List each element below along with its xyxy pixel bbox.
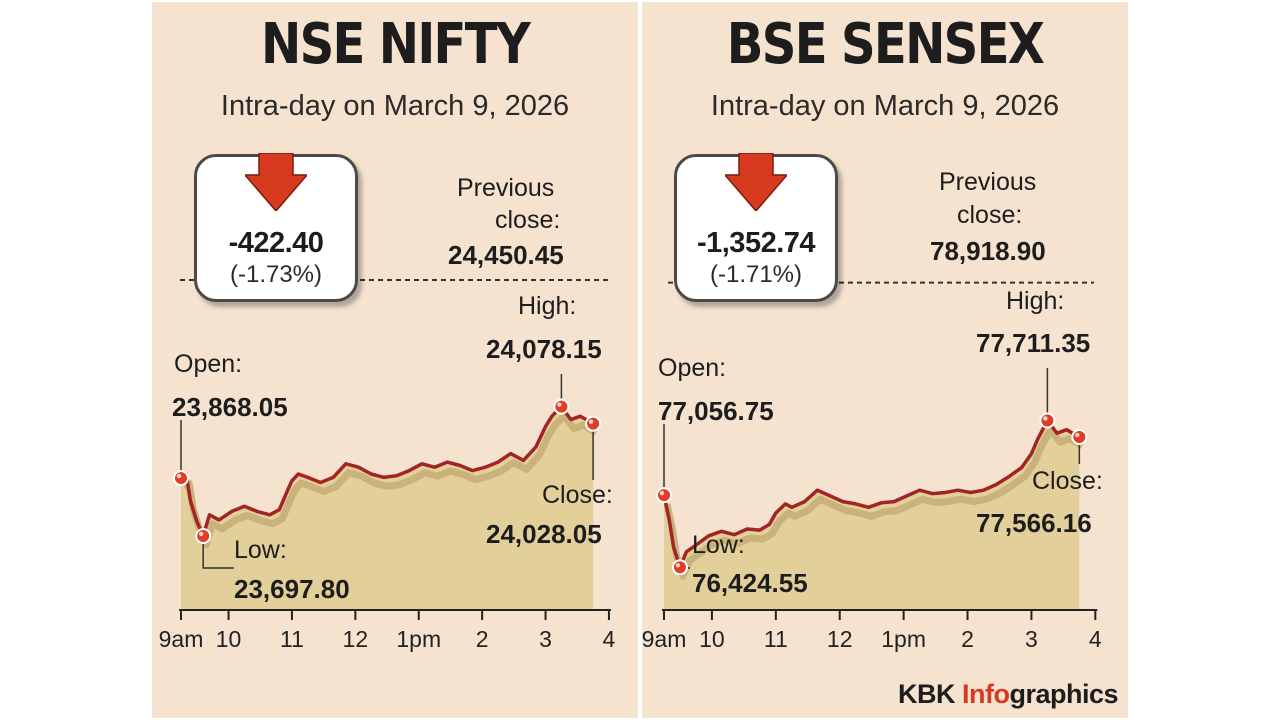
low-value: 23,697.80 bbox=[234, 574, 350, 604]
high-label: High: bbox=[518, 292, 577, 320]
sensex-chart: 9am 10 11 12 1pm 2 3 4 bbox=[642, 281, 1102, 652]
chart-subtitle: Intra-day on March 9, 2026 bbox=[220, 90, 570, 122]
open-label: Open: bbox=[658, 354, 727, 382]
open-marker-highlight bbox=[659, 490, 665, 496]
previous-close-label-2: close: bbox=[495, 206, 561, 234]
line-shadow bbox=[663, 425, 1085, 580]
x-tick-label: 4 bbox=[603, 626, 616, 652]
nifty-panel: NSE NIFTY Intra-day on March 9, 2026 9am… bbox=[152, 2, 638, 718]
close-marker bbox=[585, 415, 602, 432]
open-value: 23,868.05 bbox=[172, 392, 288, 422]
close-marker-highlight bbox=[1075, 432, 1080, 438]
high-marker-highlight bbox=[557, 402, 562, 407]
previous-close-label-1: Previous bbox=[939, 168, 1037, 196]
low-marker bbox=[195, 527, 212, 544]
low-marker-highlight bbox=[198, 531, 204, 537]
x-tick-label: 2 bbox=[476, 626, 489, 652]
credit-graphics: graphics bbox=[1009, 679, 1118, 709]
chart-title: NSE NIFTY bbox=[260, 12, 531, 77]
close-value: 77,566.16 bbox=[976, 508, 1092, 538]
change-box: -422.40 (-1.73%) bbox=[194, 153, 358, 302]
high-value: 77,711.35 bbox=[976, 328, 1091, 358]
credit-info: Info bbox=[961, 679, 1010, 709]
panel-divider bbox=[638, 0, 642, 720]
open-label: Open: bbox=[174, 350, 243, 378]
open-value: 77,056.75 bbox=[658, 396, 774, 426]
previous-close-value: 78,918.90 bbox=[930, 236, 1046, 266]
x-tick-label: 4 bbox=[1089, 626, 1102, 652]
x-tick-label: 11 bbox=[280, 626, 304, 652]
open-marker bbox=[173, 470, 189, 487]
down-arrow-icon bbox=[245, 153, 307, 211]
low-label: Low: bbox=[234, 536, 287, 564]
open-marker-highlight bbox=[176, 473, 182, 479]
close-marker-highlight bbox=[588, 419, 594, 424]
line-shadow bbox=[181, 412, 598, 549]
chart-subtitle: Intra-day on March 9, 2026 bbox=[710, 90, 1060, 122]
change-percent: (-1.71%) bbox=[709, 261, 803, 288]
chart-title: BSE SENSEX bbox=[726, 12, 1045, 77]
x-tick-label: 1pm bbox=[881, 626, 926, 652]
close-label: Close: bbox=[542, 481, 613, 509]
x-tick-label: 12 bbox=[343, 626, 369, 652]
low-marker-highlight bbox=[675, 563, 681, 568]
high-label: High: bbox=[1006, 287, 1065, 315]
credit: KBK Infographics bbox=[897, 679, 1119, 710]
area-fill bbox=[181, 406, 594, 610]
x-tick-label: 3 bbox=[1025, 626, 1038, 652]
previous-close-label-2: close: bbox=[957, 201, 1023, 229]
previous-close-value: 24,450.45 bbox=[448, 240, 564, 270]
high-value: 24,078.15 bbox=[486, 334, 602, 364]
low-marker bbox=[671, 559, 688, 576]
open-marker bbox=[656, 487, 672, 504]
sensex-panel: BSE SENSEX Intra-day on March 9, 2026 9a… bbox=[642, 2, 1128, 718]
low-value: 76,424.55 bbox=[692, 568, 808, 598]
previous-close-label-1: Previous bbox=[457, 174, 555, 202]
change-percent: (-1.73%) bbox=[229, 261, 323, 288]
down-arrow-icon bbox=[725, 153, 787, 211]
series-line bbox=[662, 418, 1081, 570]
series-line bbox=[179, 404, 594, 538]
leader-line bbox=[202, 541, 234, 569]
x-tick-label: 1pm bbox=[396, 626, 441, 652]
close-value: 24,028.05 bbox=[486, 519, 602, 549]
high-marker-highlight bbox=[1043, 416, 1048, 421]
nifty-chart: 9am 10 11 12 1pm 2 3 4 bbox=[159, 279, 616, 652]
change-box: -1,352.74 (-1.71%) bbox=[674, 153, 838, 302]
close-marker bbox=[1071, 429, 1088, 446]
change-value: -422.40 bbox=[228, 227, 324, 259]
x-tick-label: 9am bbox=[642, 626, 686, 652]
low-label: Low: bbox=[692, 531, 745, 559]
x-tick-label: 2 bbox=[961, 626, 974, 652]
high-marker bbox=[1039, 412, 1056, 429]
x-tick-label: 12 bbox=[827, 626, 853, 652]
change-value: -1,352.74 bbox=[696, 227, 816, 259]
close-label: Close: bbox=[1032, 467, 1103, 495]
x-tick-label: 11 bbox=[764, 626, 788, 652]
x-tick-label: 10 bbox=[699, 626, 725, 652]
x-tick-label: 9am bbox=[159, 626, 204, 652]
x-tick-label: 10 bbox=[216, 626, 242, 652]
credit-kbk: KBK bbox=[897, 679, 956, 709]
x-tick-label: 3 bbox=[539, 626, 552, 652]
high-marker bbox=[553, 398, 570, 415]
